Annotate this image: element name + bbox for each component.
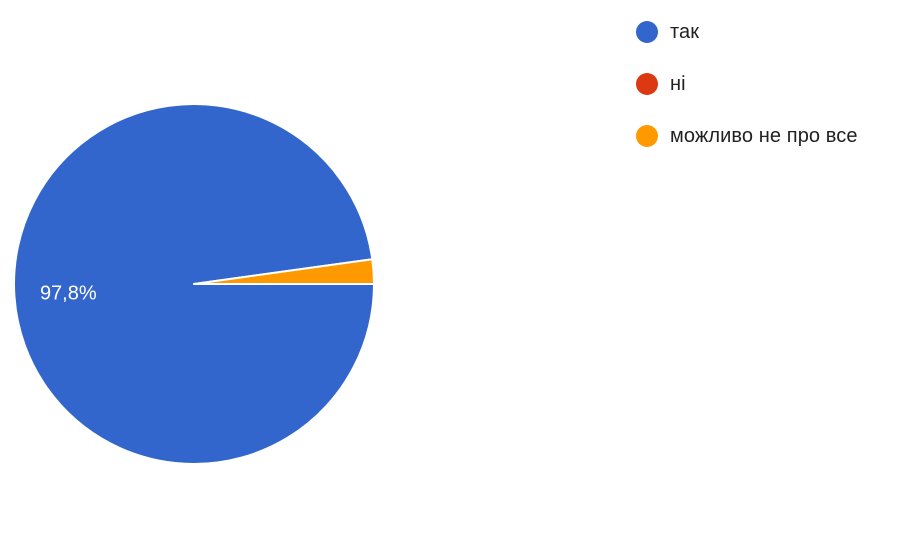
legend-label-tak: так xyxy=(670,20,700,43)
pie-slices xyxy=(13,103,375,465)
legend-marker-mozhlyvo xyxy=(636,125,658,147)
legend-item-mozhlyvo[interactable]: можливо не про все xyxy=(636,122,858,150)
legend-item-ni[interactable]: ні xyxy=(636,70,858,98)
pie-data-labels: 97,8% xyxy=(40,283,97,305)
legend-label-mozhlyvo: можливо не про все xyxy=(670,124,858,147)
legend-marker-tak xyxy=(636,21,658,43)
pie-slice-mozhlyvo[interactable] xyxy=(193,258,375,285)
legend-item-tak[interactable]: так xyxy=(636,18,858,46)
legend: так ні можливо не про все xyxy=(636,18,858,174)
legend-label-ni: ні xyxy=(670,72,686,95)
legend-marker-ni xyxy=(636,73,658,95)
pie-data-label-tak: 97,8% xyxy=(40,283,97,305)
